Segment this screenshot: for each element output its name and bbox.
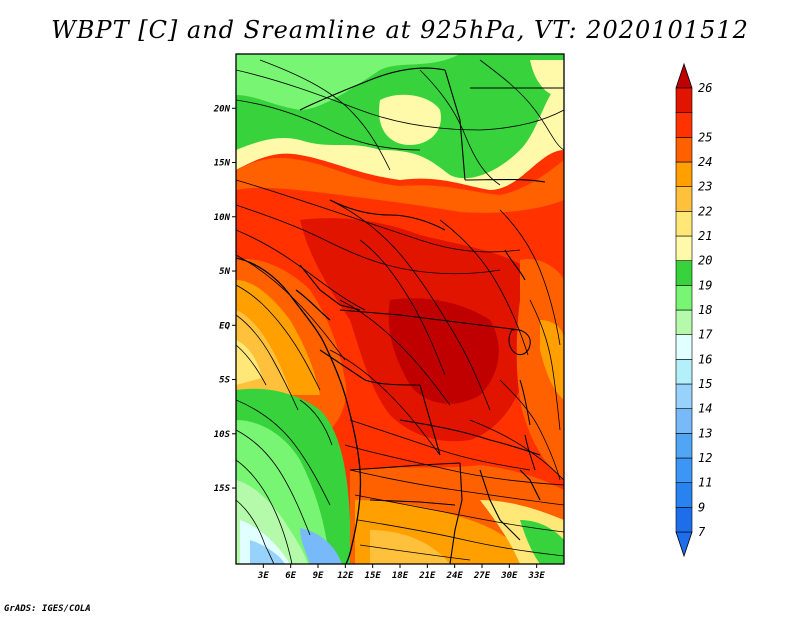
colorbar-swatch <box>675 482 693 508</box>
colorbar-top-arrow <box>675 62 693 89</box>
lat-tick-label: 20N <box>213 104 231 114</box>
lat-tick-label: 5S <box>219 376 230 386</box>
colorbar-label: 21 <box>698 229 712 243</box>
lon-tick-label: 24E <box>446 571 464 581</box>
longitude-axis: 3E 6E 9E 12E 15E 18E 21E 24E 27E 30E 33E <box>257 564 545 581</box>
colorbar-label: 18 <box>698 303 712 317</box>
coastline <box>236 257 362 564</box>
colorbar-label: 20 <box>698 254 712 268</box>
lon-tick-label: 33E <box>528 571 546 581</box>
lat-tick-label: 10N <box>214 213 231 223</box>
colorbar: 7 9 11 12 13 14 15 16 17 18 19 20 21 22 23 24 25 26 <box>675 62 713 558</box>
colorbar-label: 23 <box>698 180 712 194</box>
colorbar-swatch <box>675 161 693 187</box>
streamlines <box>236 59 564 564</box>
colorbar-label: 11 <box>698 476 712 490</box>
colorbar-label: 13 <box>698 426 712 440</box>
lon-tick-label: 21E <box>418 571 436 581</box>
lon-tick-label: 27E <box>473 571 491 581</box>
lon-tick-label: 3E <box>257 571 269 581</box>
colorbar-swatch <box>675 186 693 212</box>
colorbar-swatch <box>675 334 693 360</box>
colorbar-label: 22 <box>698 204 712 218</box>
colorbar-label: 25 <box>698 130 712 144</box>
latitude-axis: 20N 15N 10N 5N EQ 5S 10S 15S <box>213 104 236 494</box>
colorbar-swatch <box>675 235 693 261</box>
colorbar-swatch <box>675 87 693 113</box>
lon-tick-label: 9E <box>313 571 324 581</box>
colorbar-swatch <box>675 137 693 163</box>
lat-tick-label: 15N <box>214 159 231 169</box>
lon-tick-label: 18E <box>392 571 409 581</box>
wbpt-color-field <box>236 54 564 564</box>
chart-title: WBPT [C] and Sreamline at 925hPa, VT: 20… <box>51 16 749 44</box>
lon-tick-label: 6E <box>285 571 296 581</box>
colorbar-label: 19 <box>698 278 712 292</box>
colorbar-label: 24 <box>698 155 712 169</box>
lon-tick-label: 15E <box>365 571 382 581</box>
lon-tick-label: 12E <box>337 571 354 581</box>
colorbar-swatch <box>675 383 693 409</box>
colorbar-swatch <box>675 457 693 483</box>
colorbar-label: 14 <box>698 402 712 416</box>
colorbar-swatch <box>675 211 693 237</box>
colorbar-swatch <box>675 507 693 533</box>
colorbar-swatch <box>675 285 693 311</box>
colorbar-swatch <box>675 359 693 385</box>
colorbar-label: 7 <box>698 525 706 539</box>
colorbar-label: 15 <box>698 377 712 391</box>
colorbar-swatch <box>675 433 693 459</box>
colorbar-label: 17 <box>698 328 713 342</box>
colorbar-swatch <box>675 260 693 286</box>
lon-tick-label: 30E <box>500 571 518 581</box>
colorbar-label: 26 <box>698 81 712 95</box>
country-boundaries <box>299 67 564 564</box>
lat-tick-label: 5N <box>219 267 230 277</box>
colorbar-swatch <box>675 309 693 335</box>
grads-credit: GrADS: IGES/COLA <box>4 604 91 614</box>
lat-tick-label: 10S <box>214 430 231 440</box>
colorbar-swatch <box>675 112 693 138</box>
colorbar-label: 9 <box>698 500 705 514</box>
colorbar-label: 12 <box>698 451 712 465</box>
lat-tick-label: 15S <box>214 484 231 494</box>
colorbar-bottom-arrow <box>675 531 693 558</box>
great-lakes <box>508 329 536 471</box>
colorbar-label: 16 <box>698 352 712 366</box>
lat-tick-label: EQ <box>219 321 230 331</box>
colorbar-swatch <box>675 408 693 434</box>
